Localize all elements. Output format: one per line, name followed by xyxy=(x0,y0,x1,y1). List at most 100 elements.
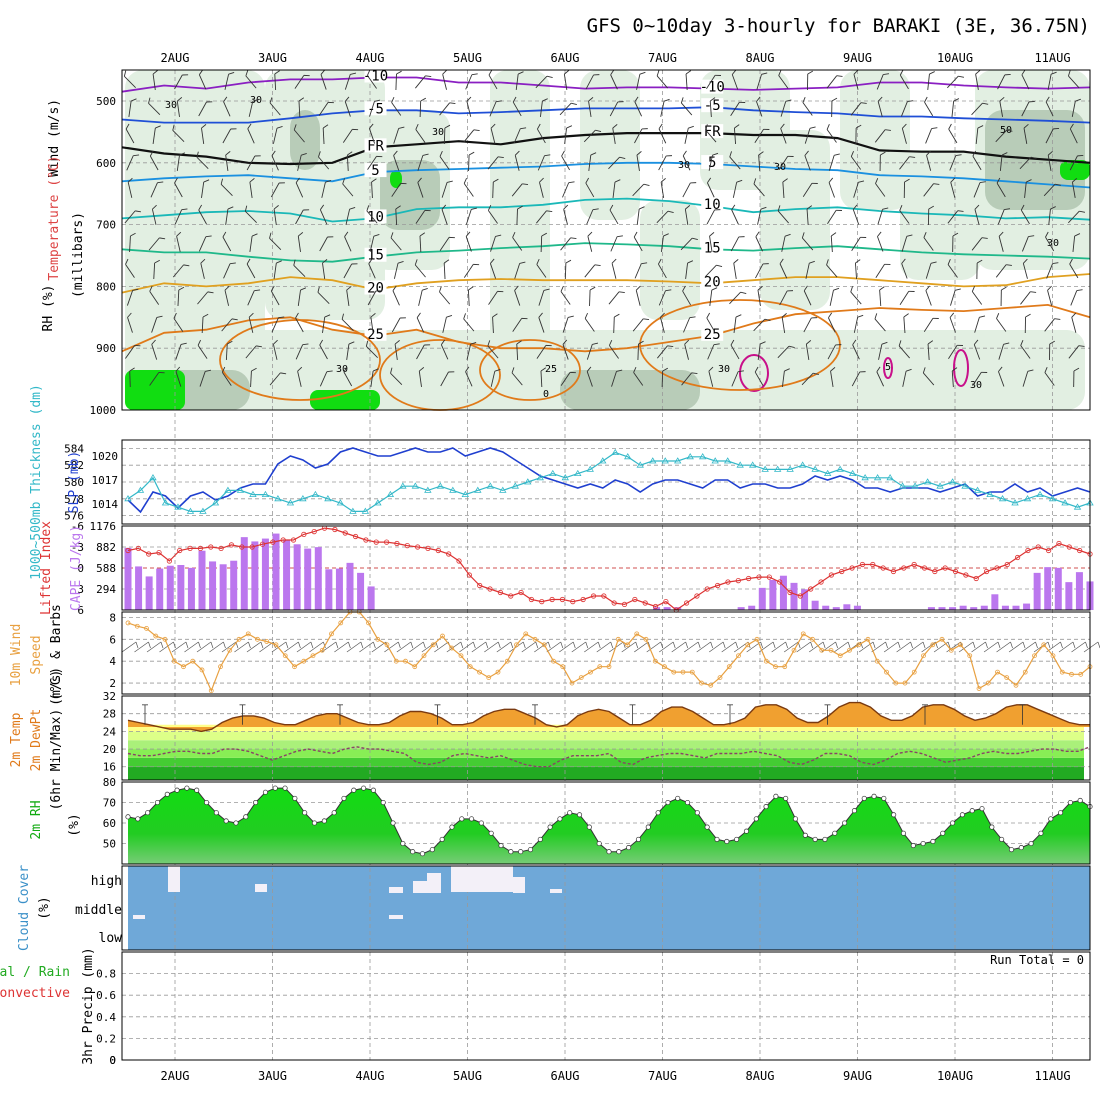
rh-tick-label: 60 xyxy=(103,817,116,830)
isoline-label-bg xyxy=(364,326,387,341)
wind10-barb xyxy=(997,641,1001,649)
wind-barb-flag xyxy=(544,154,551,157)
wind-barb-shaft xyxy=(297,371,302,387)
precip-axis-labels: Total / Rain Convective 3hr Precip (mm) xyxy=(0,947,96,1064)
wind-barb xyxy=(753,178,765,197)
wind-barb-flag xyxy=(366,205,370,212)
rh-point xyxy=(753,816,759,822)
wind-barb-shaft xyxy=(996,318,1007,332)
thickness-point xyxy=(261,490,270,497)
wind-barb-shaft xyxy=(899,156,910,170)
thickness-point xyxy=(1061,499,1069,506)
wind10-barb xyxy=(835,641,838,649)
wind-barb-shaft xyxy=(370,371,374,387)
wind-barb xyxy=(802,96,813,116)
wind-barb-flag xyxy=(1028,235,1035,238)
wind-barb-flag xyxy=(762,263,769,265)
wind-barb xyxy=(416,344,431,360)
wind-barb xyxy=(730,236,745,252)
wind-barb-shaft xyxy=(539,182,544,198)
wind-barb xyxy=(221,318,238,332)
wind-barb-shaft xyxy=(272,128,278,144)
wind-barb-flag xyxy=(930,261,937,264)
wind-barb xyxy=(899,156,916,170)
wind-barb-shaft xyxy=(610,74,618,90)
wind-barb xyxy=(925,285,932,306)
wind-barb-shaft xyxy=(1070,290,1078,306)
lifted-index-point xyxy=(166,558,172,564)
lifted-index-point xyxy=(218,545,224,552)
wind-barb xyxy=(537,123,546,144)
wind-barb xyxy=(829,153,840,171)
wind-barb-flag xyxy=(295,177,300,183)
rh-point xyxy=(881,795,887,801)
thickness-point xyxy=(674,457,682,464)
wind-barb-flag xyxy=(711,287,718,291)
wind-barb xyxy=(1022,369,1034,387)
wind-barb-flag xyxy=(225,151,231,156)
wind-barb xyxy=(249,178,255,198)
wind-barb-flag xyxy=(391,96,395,103)
cape-axis-labels: Lifted Index CAPE (J/kg) xyxy=(39,521,84,615)
lifted-index-tick-label: 0 xyxy=(77,562,84,575)
wind-barb-shaft xyxy=(754,129,764,143)
wind10-barb xyxy=(173,641,176,649)
wind-barb-flag xyxy=(957,210,964,212)
temp2m-axis-labels: 2m Temp 2m DewPt (6hr Min/Max) (°C) xyxy=(9,670,64,811)
wind-barb-flag xyxy=(497,290,504,293)
wind-barb-shaft xyxy=(850,102,862,116)
wind-barb-flag xyxy=(152,70,158,75)
wind10-barb xyxy=(883,641,899,653)
wind-barb xyxy=(658,123,667,144)
millibars-ylabel: (millibars) xyxy=(71,212,86,298)
date-label-top: 6AUG xyxy=(551,51,580,65)
wind-barb xyxy=(685,260,694,279)
isoline-label-bg xyxy=(701,155,724,170)
wind10-barb xyxy=(635,641,639,649)
wind-barb-flag xyxy=(270,285,275,292)
wind-barb xyxy=(608,291,625,305)
wind10-barb xyxy=(547,641,551,649)
rh-point xyxy=(390,820,396,826)
wind-barb xyxy=(852,204,860,225)
wind-barb-shaft xyxy=(124,76,136,88)
wind-barb-flag xyxy=(976,259,983,264)
wind-barb xyxy=(511,183,529,197)
wind-barb-shaft xyxy=(634,101,642,117)
wind-barb-flag xyxy=(660,178,666,183)
wind-barb-flag xyxy=(618,291,625,294)
thickness-point xyxy=(698,453,707,460)
cape-bar xyxy=(1033,572,1041,610)
panel-frame-cloud xyxy=(121,865,1091,951)
wind-barb xyxy=(441,180,453,198)
wind-barb xyxy=(756,96,763,117)
wind-barb-shaft xyxy=(391,317,401,333)
wind-barb-flag xyxy=(860,102,867,104)
wind-barb-shaft xyxy=(1019,156,1032,170)
wind-barb-shaft xyxy=(802,183,813,197)
rh-point xyxy=(606,849,612,855)
wind10-barb xyxy=(710,641,714,649)
wind-barb-flag xyxy=(317,286,320,293)
wind-barb-flag xyxy=(1020,204,1025,211)
wind10-barb xyxy=(371,641,387,653)
wind-barb-flag xyxy=(519,261,526,264)
isoline-label: 20 xyxy=(704,274,721,290)
wind-barb-flag xyxy=(521,317,528,320)
wind-barb xyxy=(733,314,742,333)
wind-barb-flag xyxy=(466,96,472,102)
wind-barb-flag xyxy=(133,154,140,157)
wind-barb xyxy=(999,96,1005,117)
wind-barb-shaft xyxy=(539,101,543,117)
rh-point xyxy=(262,789,268,795)
wind-barb-shaft xyxy=(563,74,568,90)
thickness-point xyxy=(424,486,432,493)
wind-speed-point xyxy=(125,620,131,626)
rh-point xyxy=(959,812,965,818)
wind10-barb xyxy=(985,641,988,649)
wind-barb-shaft xyxy=(272,344,278,360)
wind-barb-shaft xyxy=(902,371,907,387)
wind-barb-flag xyxy=(373,233,380,237)
wind-barb-flag xyxy=(173,312,177,319)
wind-barb xyxy=(587,231,593,252)
